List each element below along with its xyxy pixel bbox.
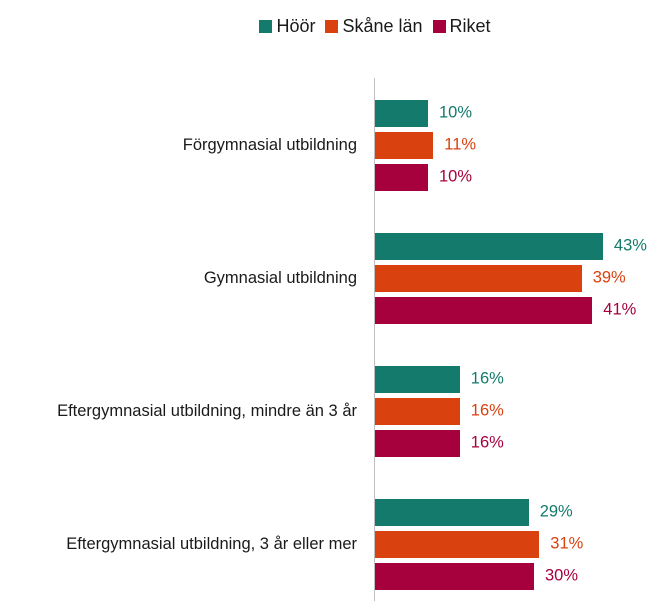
category-label: Eftergymnasial utbildning, 3 år eller me…: [5, 533, 357, 555]
bar: [375, 498, 529, 526]
bar: [375, 296, 593, 324]
data-label: 43%: [613, 236, 647, 255]
data-label: 16%: [470, 369, 504, 388]
legend-swatch: [432, 20, 446, 33]
bar: [375, 131, 434, 159]
category-axis: [374, 78, 375, 601]
legend-item: Riket: [432, 16, 491, 37]
data-label: 16%: [470, 433, 504, 452]
bar: [375, 163, 428, 191]
bar: [375, 397, 460, 425]
legend-item: Skåne län: [325, 16, 423, 37]
bar: [375, 530, 540, 558]
bar: [375, 365, 460, 393]
bar: [375, 562, 534, 590]
data-label: 11%: [444, 135, 477, 154]
legend-swatch: [325, 20, 339, 33]
legend-label: Skåne län: [342, 16, 423, 36]
bar: [375, 99, 428, 127]
category-text: Förgymnasial utbildning: [182, 136, 357, 154]
category-text: Eftergymnasial utbildning, mindre än 3 å…: [57, 402, 357, 420]
category-label: Eftergymnasial utbildning, mindre än 3 å…: [5, 400, 357, 422]
data-label: 30%: [545, 566, 579, 585]
legend-label: Höör: [276, 16, 316, 36]
data-label: 10%: [439, 103, 473, 122]
data-label: 41%: [603, 300, 637, 319]
legend-swatch: [259, 20, 273, 33]
legend: Höör Skåne län Riket: [0, 16, 664, 37]
data-label: 39%: [592, 268, 626, 287]
category-label: Förgymnasial utbildning: [5, 134, 357, 156]
legend-item: Höör: [259, 16, 315, 37]
data-label: 10%: [439, 167, 473, 186]
bar: [375, 264, 582, 292]
category-label: Gymnasial utbildning: [5, 267, 357, 289]
legend-label: Riket: [449, 16, 491, 36]
bar: [375, 232, 603, 260]
category-text: Gymnasial utbildning: [203, 269, 357, 287]
data-label: 16%: [470, 401, 504, 420]
data-label: 29%: [539, 502, 573, 521]
bar: [375, 429, 460, 457]
data-label: 31%: [550, 534, 584, 553]
category-text: Eftergymnasial utbildning, 3 år eller me…: [66, 535, 357, 553]
